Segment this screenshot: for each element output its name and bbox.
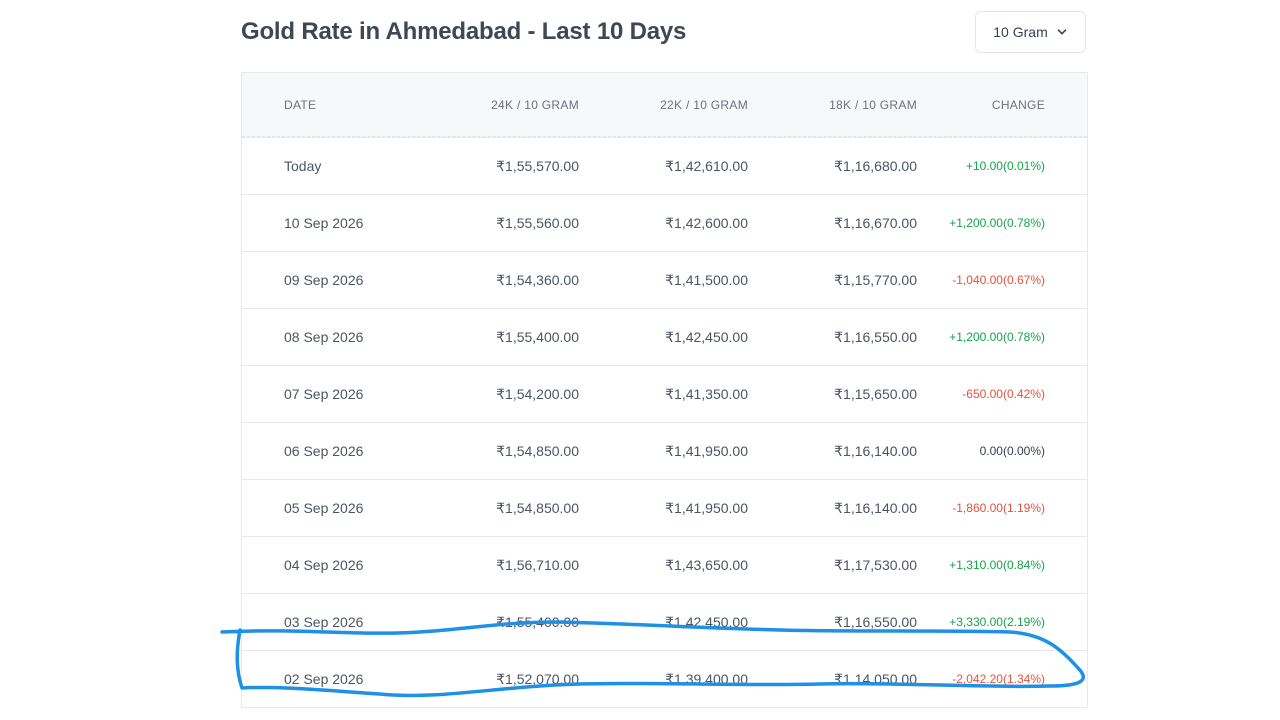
rate-18k-cell: ₹1,16,550.00 [834, 328, 917, 345]
date-cell: 09 Sep 2026 [284, 272, 364, 288]
change-cell: +10.00(0.01%) [965, 159, 1045, 173]
date-cell: 02 Sep 2026 [284, 671, 364, 687]
change-cell: -2,042.20(1.34%) [952, 672, 1045, 686]
table-row: 08 Sep 2026 ₹1,55,400.00 ₹1,42,450.00 ₹1,16… [242, 308, 1087, 365]
rate-24k-cell: ₹1,55,400.00 [496, 613, 579, 630]
rate-22k-cell: ₹1,42,450.00 [665, 328, 748, 345]
table-row: 02 Sep 2026 ₹1,52,070.00 ₹1,39,400.00 ₹1,14… [242, 650, 1087, 707]
rate-22k-cell: ₹1,41,350.00 [665, 385, 748, 402]
rate-24k-cell: ₹1,54,200.00 [496, 385, 579, 402]
rate-22k-cell: ₹1,43,650.00 [665, 556, 748, 573]
rate-18k-cell: ₹1,16,550.00 [834, 613, 917, 630]
change-cell: +1,200.00(0.78%) [949, 330, 1045, 344]
rate-24k-cell: ₹1,54,360.00 [496, 271, 579, 288]
rate-22k-cell: ₹1,42,610.00 [665, 157, 748, 174]
chevron-down-icon [1056, 26, 1068, 38]
table-row: 10 Sep 2026 ₹1,55,560.00 ₹1,42,600.00 ₹1,16… [242, 194, 1087, 251]
rate-24k-cell: ₹1,54,850.00 [496, 499, 579, 516]
col-header-change: CHANGE [991, 97, 1045, 112]
table-row: Today ₹1,55,570.00 ₹1,42,610.00 ₹1,16,680.0… [242, 137, 1087, 194]
rate-18k-cell: ₹1,16,140.00 [834, 499, 917, 516]
rate-22k-cell: ₹1,42,450.00 [665, 613, 748, 630]
rate-18k-cell: ₹1,15,770.00 [834, 271, 917, 288]
date-cell: Today [284, 158, 322, 174]
rate-24k-cell: ₹1,52,070.00 [496, 670, 579, 687]
date-cell: 04 Sep 2026 [284, 557, 364, 573]
rate-24k-cell: ₹1,55,570.00 [496, 157, 579, 174]
unit-dropdown[interactable]: 10 Gram [975, 11, 1086, 53]
rate-22k-cell: ₹1,41,950.00 [665, 499, 748, 516]
table-row: 07 Sep 2026 ₹1,54,200.00 ₹1,41,350.00 ₹1,15… [242, 365, 1087, 422]
table-row: 06 Sep 2026 ₹1,54,850.00 ₹1,41,950.00 ₹1,16… [242, 422, 1087, 479]
table-row: 04 Sep 2026 ₹1,56,710.00 ₹1,43,650.00 ₹1,17… [242, 536, 1087, 593]
unit-dropdown-value: 10 Gram [993, 24, 1048, 40]
col-header-date: DATE [284, 97, 317, 112]
table-body: Today ₹1,55,570.00 ₹1,42,610.00 ₹1,16,680.0… [242, 137, 1087, 707]
table-row: 05 Sep 2026 ₹1,54,850.00 ₹1,41,950.00 ₹1,16… [242, 479, 1087, 536]
rate-18k-cell: ₹1,16,680.00 [834, 157, 917, 174]
rate-22k-cell: ₹1,42,600.00 [665, 214, 748, 231]
date-cell: 10 Sep 2026 [284, 215, 364, 231]
date-cell: 03 Sep 2026 [284, 614, 364, 630]
change-cell: -1,040.00(0.67%) [952, 273, 1045, 287]
rate-18k-cell: ₹1,15,650.00 [834, 385, 917, 402]
table-row: 03 Sep 2026 ₹1,55,400.00 ₹1,42,450.00 ₹1,16… [242, 593, 1087, 650]
rate-18k-cell: ₹1,17,530.00 [834, 556, 917, 573]
rate-18k-cell: ₹1,14,050.00 [834, 670, 917, 687]
date-cell: 05 Sep 2026 [284, 500, 364, 516]
col-header-24k: 24K / 10 GRAM [491, 97, 579, 112]
page-title: Gold Rate in Ahmedabad - Last 10 Days [241, 18, 687, 45]
col-header-18k: 18K / 10 GRAM [829, 97, 917, 112]
rate-18k-cell: ₹1,16,140.00 [834, 442, 917, 459]
table-row: 09 Sep 2026 ₹1,54,360.00 ₹1,41,500.00 ₹1,15… [242, 251, 1087, 308]
date-cell: 07 Sep 2026 [284, 386, 364, 402]
rate-22k-cell: ₹1,41,500.00 [665, 271, 748, 288]
change-cell: +1,310.00(0.84%) [949, 558, 1045, 572]
rate-24k-cell: ₹1,54,850.00 [496, 442, 579, 459]
rate-24k-cell: ₹1,55,560.00 [496, 214, 579, 231]
date-cell: 06 Sep 2026 [284, 443, 364, 459]
change-cell: -650.00(0.42%) [962, 387, 1045, 401]
change-cell: +3,330.00(2.19%) [949, 615, 1045, 629]
change-cell: -1,860.00(1.19%) [952, 501, 1045, 515]
change-cell: +1,200.00(0.78%) [949, 216, 1045, 230]
date-cell: 08 Sep 2026 [284, 329, 364, 345]
rate-22k-cell: ₹1,41,950.00 [665, 442, 748, 459]
rate-24k-cell: ₹1,55,400.00 [496, 328, 579, 345]
table-header: DATE 24K / 10 GRAM 22K / 10 GRAM 18K / 1… [242, 73, 1087, 137]
change-cell: 0.00(0.00%) [979, 444, 1045, 458]
gold-rate-table: DATE 24K / 10 GRAM 22K / 10 GRAM 18K / 1… [241, 72, 1088, 708]
col-header-22k: 22K / 10 GRAM [660, 97, 748, 112]
rate-24k-cell: ₹1,56,710.00 [496, 556, 579, 573]
rate-18k-cell: ₹1,16,670.00 [834, 214, 917, 231]
rate-22k-cell: ₹1,39,400.00 [665, 670, 748, 687]
